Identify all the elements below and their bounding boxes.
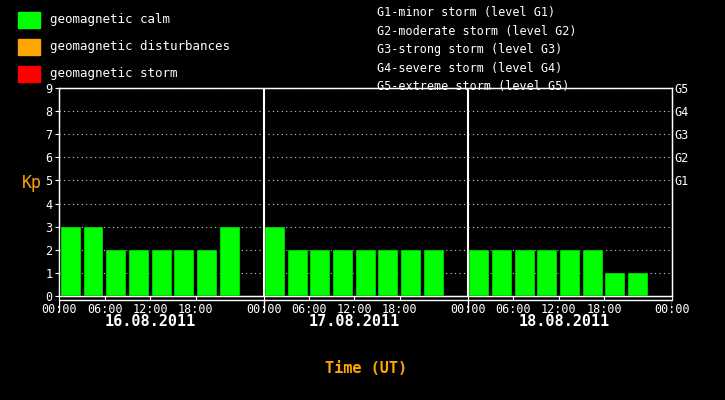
Text: G3-strong storm (level G3): G3-strong storm (level G3) (377, 43, 562, 56)
Bar (378, 250, 399, 296)
Bar (628, 273, 648, 296)
Text: Time (UT): Time (UT) (325, 361, 407, 376)
Bar (106, 250, 126, 296)
Bar (288, 250, 307, 296)
Bar (197, 250, 217, 296)
Text: geomagnetic storm: geomagnetic storm (50, 67, 178, 80)
Bar (401, 250, 421, 296)
Text: 16.08.2011: 16.08.2011 (104, 314, 196, 328)
Bar (424, 250, 444, 296)
Text: 17.08.2011: 17.08.2011 (309, 314, 400, 328)
Bar (583, 250, 602, 296)
Text: G5-extreme storm (level G5): G5-extreme storm (level G5) (377, 80, 569, 93)
Bar (537, 250, 558, 296)
Bar (605, 273, 626, 296)
Text: geomagnetic calm: geomagnetic calm (50, 13, 170, 26)
Bar (333, 250, 353, 296)
Bar (83, 227, 104, 296)
Text: 18.08.2011: 18.08.2011 (518, 314, 610, 328)
Bar (560, 250, 580, 296)
Bar (18, 12, 39, 28)
Y-axis label: Kp: Kp (22, 174, 41, 192)
Bar (129, 250, 149, 296)
Text: G4-severe storm (level G4): G4-severe storm (level G4) (377, 62, 562, 75)
Bar (492, 250, 512, 296)
Bar (310, 250, 331, 296)
Bar (220, 227, 239, 296)
Text: G1-minor storm (level G1): G1-minor storm (level G1) (377, 6, 555, 19)
Bar (515, 250, 534, 296)
Bar (61, 227, 80, 296)
Bar (18, 66, 39, 82)
Bar (265, 227, 285, 296)
Bar (18, 39, 39, 55)
Bar (152, 250, 172, 296)
Bar (356, 250, 376, 296)
Bar (469, 250, 489, 296)
Text: geomagnetic disturbances: geomagnetic disturbances (50, 40, 231, 53)
Text: G2-moderate storm (level G2): G2-moderate storm (level G2) (377, 25, 576, 38)
Bar (174, 250, 194, 296)
